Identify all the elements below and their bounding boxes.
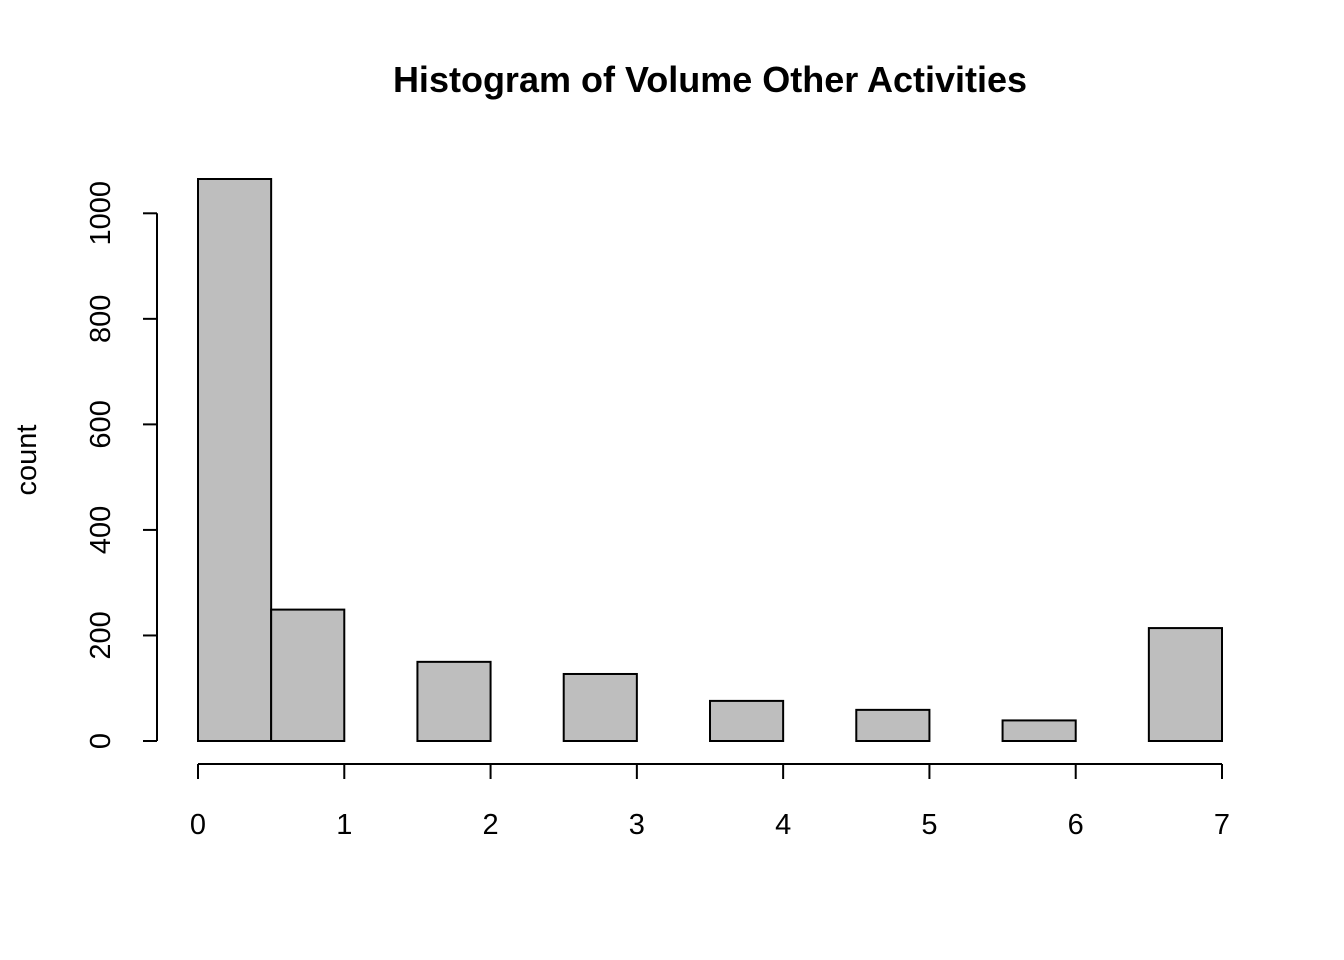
y-tick-label-5: 1000 xyxy=(85,181,117,246)
y-tick-label-0: 0 xyxy=(85,733,117,749)
y-axis: 0 200 400 600 800 1000 xyxy=(85,181,158,749)
histogram-bar-1 xyxy=(270,608,346,743)
histogram-bar-5 xyxy=(855,708,931,742)
x-tick-label-3: 3 xyxy=(629,809,645,841)
histogram-bar-4 xyxy=(709,699,785,742)
bars-group xyxy=(197,178,1224,743)
y-axis-label: count xyxy=(11,425,43,496)
x-tick-label-4: 4 xyxy=(775,809,791,841)
y-tick-label-4: 800 xyxy=(85,295,117,343)
histogram-bar-7 xyxy=(1147,627,1224,743)
y-tick-label-3: 600 xyxy=(85,400,117,448)
chart-title: Histogram of Volume Other Activities xyxy=(393,59,1027,100)
histogram-bar-6 xyxy=(1001,719,1077,743)
histogram-bar-3 xyxy=(562,672,638,743)
x-tick-label-6: 6 xyxy=(1068,809,1084,841)
x-tick-label-5: 5 xyxy=(921,809,937,841)
x-tick-label-7: 7 xyxy=(1214,809,1230,841)
y-tick-label-2: 400 xyxy=(85,506,117,554)
y-tick-label-1: 200 xyxy=(85,611,117,659)
histogram-bar-2 xyxy=(416,660,492,743)
histogram-bar-0 xyxy=(197,178,273,742)
x-axis: 0 1 2 3 4 5 6 7 xyxy=(190,763,1230,841)
x-tick-label-2: 2 xyxy=(483,809,499,841)
x-tick-label-0: 0 xyxy=(190,809,206,841)
x-tick-label-1: 1 xyxy=(336,809,352,841)
